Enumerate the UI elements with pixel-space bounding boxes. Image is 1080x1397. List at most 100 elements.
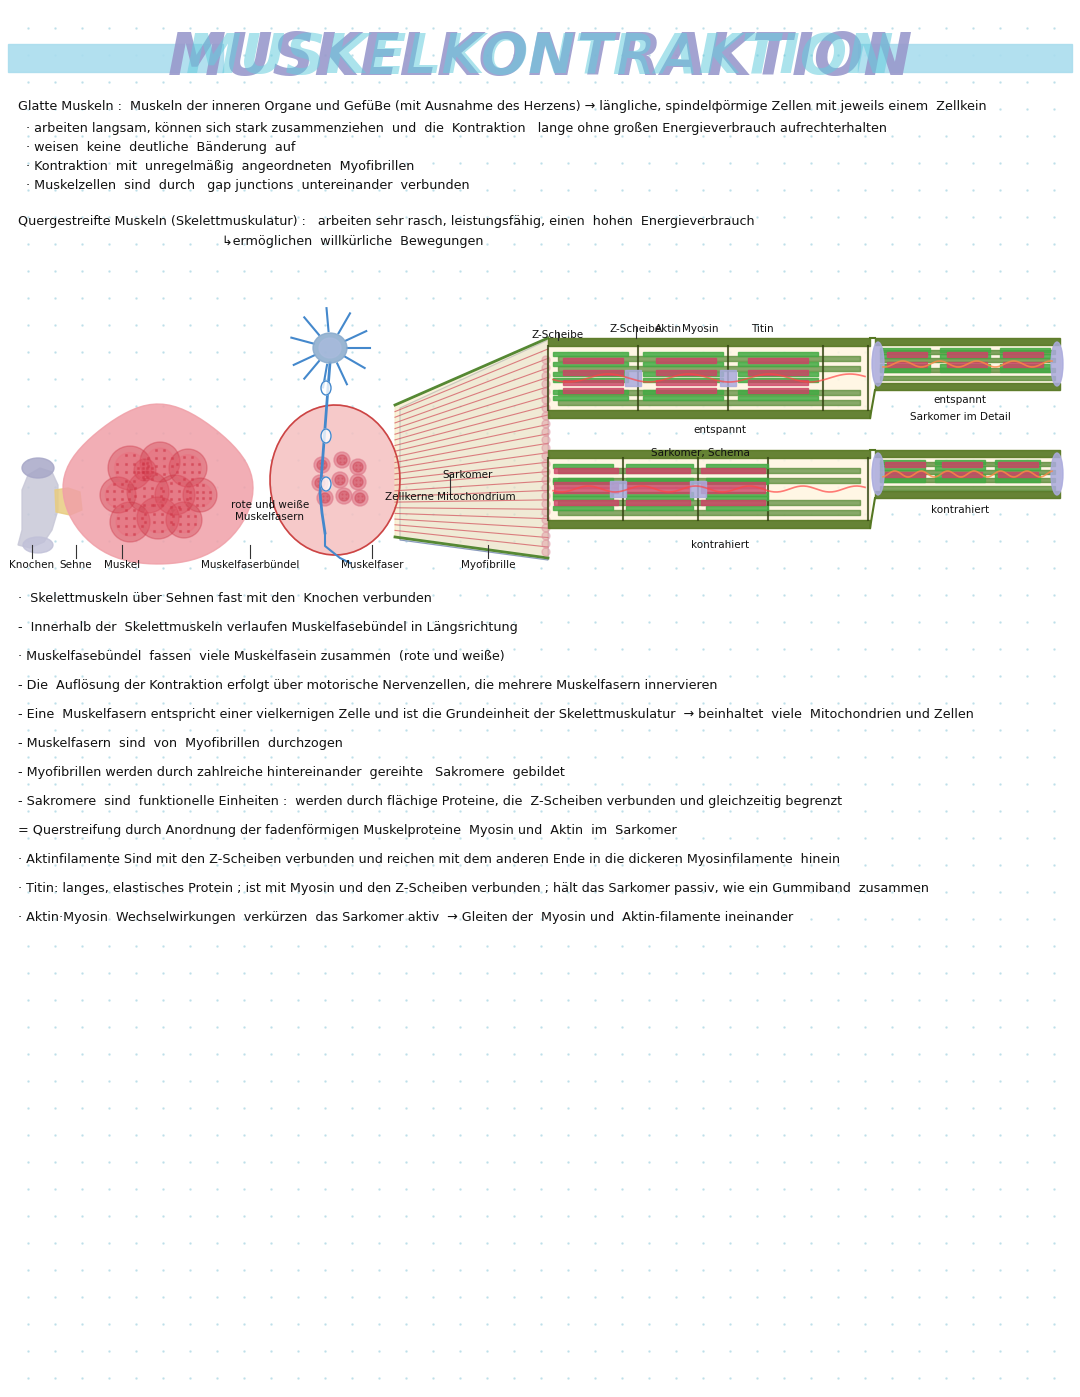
Bar: [553, 395, 627, 400]
Ellipse shape: [872, 453, 885, 495]
Ellipse shape: [350, 474, 366, 490]
Polygon shape: [55, 488, 82, 515]
Text: · weisen  keine  deutliche  Bänderung  auf: · weisen keine deutliche Bänderung auf: [18, 141, 295, 154]
Bar: [701, 468, 765, 474]
Bar: [748, 358, 808, 363]
Bar: [548, 338, 870, 346]
Bar: [558, 390, 860, 395]
Bar: [626, 478, 693, 482]
Ellipse shape: [542, 492, 550, 500]
Bar: [563, 358, 623, 363]
Bar: [880, 469, 1055, 474]
Ellipse shape: [334, 453, 350, 468]
Bar: [626, 496, 693, 500]
Bar: [748, 370, 808, 374]
Bar: [643, 395, 723, 400]
Bar: [656, 380, 716, 386]
Bar: [553, 352, 627, 356]
Bar: [558, 478, 860, 483]
Bar: [656, 388, 716, 393]
Bar: [656, 370, 716, 374]
Bar: [880, 353, 930, 358]
Polygon shape: [63, 404, 253, 564]
Bar: [643, 390, 723, 394]
Bar: [748, 388, 808, 393]
Text: Titin: Titin: [751, 324, 773, 334]
Bar: [8, 43, 222, 73]
Ellipse shape: [542, 372, 550, 380]
Bar: [935, 474, 985, 478]
Bar: [690, 481, 706, 497]
Ellipse shape: [542, 476, 550, 483]
Bar: [880, 376, 1055, 380]
Bar: [738, 372, 818, 376]
Bar: [563, 388, 623, 393]
Ellipse shape: [542, 500, 550, 509]
Ellipse shape: [335, 475, 345, 485]
Bar: [738, 390, 818, 394]
Ellipse shape: [542, 483, 550, 492]
Bar: [887, 362, 927, 367]
Text: MUSKELKONTRAKTION: MUSKELKONTRAKTION: [186, 31, 894, 85]
Ellipse shape: [542, 524, 550, 532]
Bar: [625, 370, 642, 386]
Bar: [701, 488, 765, 493]
Text: Muskelfaser: Muskelfaser: [341, 560, 403, 570]
Ellipse shape: [108, 446, 152, 490]
Bar: [748, 380, 808, 386]
Bar: [880, 367, 1055, 372]
Ellipse shape: [321, 381, 330, 395]
Bar: [643, 352, 723, 356]
Polygon shape: [400, 339, 548, 560]
Text: Myosin: Myosin: [681, 324, 718, 334]
Text: Muskel: Muskel: [104, 560, 140, 570]
Bar: [548, 409, 870, 418]
Bar: [643, 379, 723, 381]
Ellipse shape: [350, 460, 366, 475]
Ellipse shape: [542, 395, 550, 404]
Bar: [706, 492, 768, 496]
Ellipse shape: [166, 502, 202, 538]
Bar: [563, 370, 623, 374]
Bar: [880, 478, 924, 482]
Bar: [720, 370, 735, 386]
Bar: [935, 460, 985, 464]
Ellipse shape: [542, 420, 550, 427]
Bar: [875, 450, 1059, 497]
Bar: [875, 450, 1059, 457]
Bar: [553, 464, 613, 468]
Bar: [995, 460, 1040, 464]
Bar: [1000, 367, 1050, 372]
Ellipse shape: [542, 380, 550, 388]
Ellipse shape: [22, 458, 54, 478]
Bar: [885, 472, 924, 476]
Text: Knochen: Knochen: [10, 560, 55, 570]
Text: - Eine  Muskelfasern entspricht einer vielkernigen Zelle und ist die Grundeinhei: - Eine Muskelfasern entspricht einer vie…: [18, 708, 974, 721]
Ellipse shape: [313, 332, 347, 363]
Ellipse shape: [542, 468, 550, 476]
Bar: [701, 482, 765, 488]
Ellipse shape: [542, 460, 550, 468]
Bar: [738, 395, 818, 400]
Ellipse shape: [318, 490, 333, 506]
Bar: [706, 506, 768, 510]
Bar: [554, 488, 618, 493]
Bar: [706, 464, 768, 468]
Bar: [553, 506, 613, 510]
Bar: [995, 474, 1040, 478]
Bar: [880, 467, 924, 469]
Text: · Muskelfasebündel  fassen  viele Muskelfasein zusammen  (rote und weiße): · Muskelfasebündel fassen viele Muskelfa…: [18, 650, 504, 664]
Bar: [548, 520, 870, 528]
Text: Myofibrille: Myofibrille: [461, 560, 515, 570]
Ellipse shape: [146, 448, 174, 476]
Bar: [940, 353, 990, 358]
Ellipse shape: [114, 453, 146, 483]
Ellipse shape: [542, 436, 550, 444]
Ellipse shape: [337, 455, 347, 465]
Text: · Titin: langes, elastisches Protein ; ist mit Myosin und den Z-Scheiben verbund: · Titin: langes, elastisches Protein ; i…: [18, 882, 929, 895]
Ellipse shape: [127, 471, 168, 513]
Ellipse shape: [332, 472, 348, 488]
Text: · Muskelzellen  sind  durch   gap junctions  untereinander  verbunden: · Muskelzellen sind durch gap junctions …: [18, 179, 470, 191]
Bar: [1003, 352, 1043, 358]
Text: kontrahiert: kontrahiert: [931, 504, 989, 515]
